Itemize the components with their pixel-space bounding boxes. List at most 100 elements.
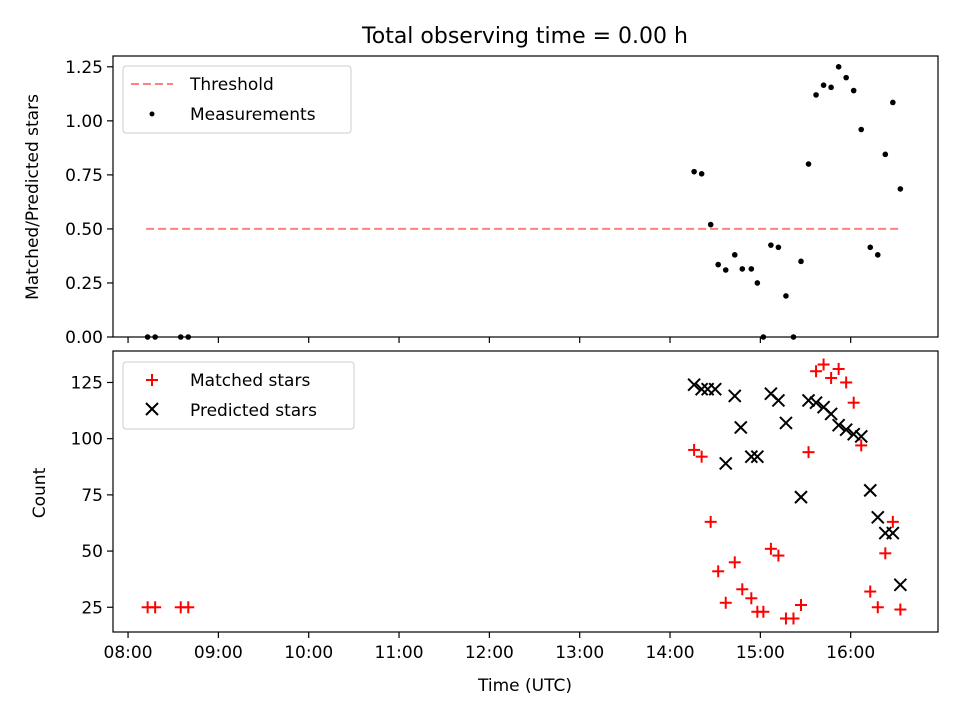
bottom-plot-area xyxy=(141,358,908,625)
measurements-point xyxy=(890,99,896,106)
matched-stars-point xyxy=(855,439,868,452)
bottom-legend: Matched stars Predicted stars xyxy=(122,361,355,430)
y-tick-label: 0.00 xyxy=(65,328,103,348)
measurements-point xyxy=(783,293,789,299)
predicted-stars-point xyxy=(771,393,786,408)
top-y-axis: 0.00 0.25 0.50 0.75 1.00 1.25 xyxy=(65,58,113,348)
measurements-point xyxy=(897,186,904,192)
predicted-stars-point xyxy=(871,510,885,525)
y-tick-label: 100 xyxy=(71,430,103,450)
predicted-stars-point xyxy=(839,422,853,437)
predicted-stars-point xyxy=(734,420,748,435)
matched-stars-point xyxy=(825,371,838,384)
top-y-axis-label: Matched/Predicted stars xyxy=(23,94,43,300)
bottom-legend-box xyxy=(122,361,355,430)
predicted-stars-point xyxy=(831,418,846,432)
x-tick-label: 11:00 xyxy=(375,643,424,663)
x-tick-label: 08:00 xyxy=(104,643,153,663)
top-panel: 0.00 0.25 0.50 0.75 1.00 1.25 Matched/Predict… xyxy=(23,55,939,348)
matched-stars-point xyxy=(879,547,892,560)
top-legend-box xyxy=(122,65,352,134)
measurements-point xyxy=(731,252,738,258)
measurements-point xyxy=(828,84,834,91)
legend-threshold-label: Threshold xyxy=(189,75,274,95)
matched-stars-point xyxy=(736,583,749,596)
x-axis-label: Time (UTC) xyxy=(477,676,572,696)
legend-predicted-swatch xyxy=(145,402,159,416)
measurements-point xyxy=(858,126,865,133)
matched-stars-point xyxy=(795,599,808,612)
matched-stars-point xyxy=(840,376,853,389)
measurements-point xyxy=(798,258,804,265)
x-tick-label: 12:00 xyxy=(465,643,514,663)
matched-stars-point xyxy=(764,542,777,555)
matched-stars-point xyxy=(688,443,701,456)
matched-stars-point xyxy=(745,592,758,605)
y-tick-label: 1.00 xyxy=(65,112,103,132)
legend-matched-label: Matched stars xyxy=(190,371,310,391)
matched-stars-point xyxy=(847,396,860,409)
measurements-point xyxy=(882,151,889,158)
predicted-stars-point xyxy=(854,429,868,444)
predicted-stars-point xyxy=(801,393,816,408)
y-tick-label: 0.25 xyxy=(65,274,103,294)
matched-stars-point xyxy=(719,596,732,609)
measurements-point xyxy=(748,266,755,272)
bottom-panel: 25 50 75 100 125 08:00 09:00 10:00 11:00 12:00 13… xyxy=(30,350,939,696)
predicted-stars-point xyxy=(809,395,823,410)
predicted-stars-point xyxy=(694,382,709,396)
measurements-point xyxy=(820,82,827,88)
measurements-point xyxy=(754,280,761,286)
predicted-stars-point xyxy=(824,407,838,421)
matched-stars-point xyxy=(149,601,162,614)
measurements-point xyxy=(715,261,722,268)
figure-title: Total observing time = 0.00 h xyxy=(361,24,688,49)
matched-stars-point xyxy=(810,365,823,378)
matched-stars-point xyxy=(182,601,195,614)
matched-stars-point xyxy=(695,450,708,463)
y-tick-label: 0.75 xyxy=(65,166,103,186)
measurements-point xyxy=(775,244,782,251)
measurements-point xyxy=(707,221,714,228)
measurements-point xyxy=(874,252,881,258)
top-plot-area xyxy=(144,64,904,340)
bottom-y-axis: 25 50 75 100 125 xyxy=(71,373,113,618)
predicted-stars-point xyxy=(750,449,765,464)
predicted-stars-point xyxy=(719,456,733,471)
y-tick-label: 50 xyxy=(81,542,103,562)
matched-stars-point xyxy=(832,362,845,375)
x-tick-label: 09:00 xyxy=(194,643,243,663)
predicted-stars-point xyxy=(779,416,793,430)
matched-stars-point xyxy=(802,446,815,459)
predicted-stars-point xyxy=(863,483,877,498)
matched-stars-point xyxy=(728,556,741,569)
bottom-y-axis-label: Count xyxy=(30,467,50,518)
matched-stars-point xyxy=(886,515,899,528)
matched-stars-point xyxy=(817,358,830,371)
x-tick-label: 16:00 xyxy=(826,643,875,663)
measurements-point xyxy=(805,161,812,167)
measurements-point xyxy=(691,168,697,175)
predicted-stars-point xyxy=(708,382,722,396)
y-tick-label: 125 xyxy=(71,373,103,393)
x-tick-label: 10:00 xyxy=(284,643,333,663)
predicted-stars-point xyxy=(744,449,759,464)
measurements-point xyxy=(850,87,857,94)
matched-stars-point xyxy=(894,603,907,616)
predicted-stars-point xyxy=(886,526,900,540)
top-legend: Threshold Measurements xyxy=(122,65,352,134)
matched-stars-point xyxy=(871,601,884,614)
top-axes-frame xyxy=(112,55,939,338)
y-tick-label: 1.25 xyxy=(65,58,103,78)
predicted-stars-point xyxy=(728,389,742,403)
predicted-stars-point xyxy=(794,490,808,504)
measurements-point xyxy=(722,267,729,273)
matched-stars-point xyxy=(772,549,785,562)
legend-measurements-label: Measurements xyxy=(190,105,316,125)
legend-measurements-swatch xyxy=(149,111,155,117)
measurements-point xyxy=(843,74,849,81)
x-tick-label: 13:00 xyxy=(555,643,604,663)
top-x-axis xyxy=(127,337,852,343)
measurements-point xyxy=(768,242,774,248)
